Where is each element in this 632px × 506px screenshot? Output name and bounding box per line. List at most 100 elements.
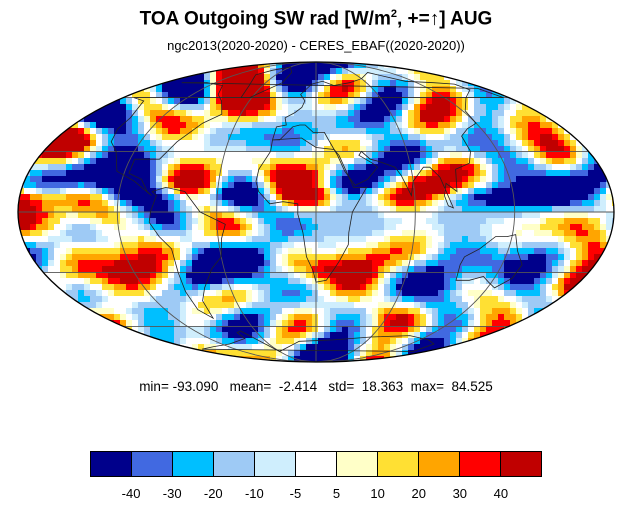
field-cell bbox=[96, 110, 103, 117]
field-cell bbox=[258, 176, 265, 183]
field-cell bbox=[294, 290, 301, 297]
field-cell bbox=[72, 260, 79, 267]
field-cell bbox=[234, 104, 241, 111]
field-cell bbox=[102, 182, 109, 189]
field-cell bbox=[456, 230, 463, 237]
field-cell bbox=[90, 176, 97, 183]
field-cell bbox=[378, 290, 385, 297]
field-cell bbox=[438, 314, 445, 321]
field-cell bbox=[450, 134, 457, 141]
field-cell bbox=[432, 242, 439, 249]
field-cell bbox=[126, 230, 133, 237]
field-cell bbox=[330, 284, 337, 291]
field-cell bbox=[24, 272, 31, 279]
field-cell bbox=[588, 356, 595, 362]
field-cell bbox=[192, 242, 199, 249]
field-cell bbox=[324, 122, 331, 129]
field-cell bbox=[282, 308, 289, 315]
field-cell bbox=[492, 188, 499, 195]
field-cell bbox=[354, 194, 361, 201]
field-cell bbox=[444, 320, 451, 327]
field-cell bbox=[426, 218, 433, 225]
field-cell bbox=[438, 332, 445, 339]
field-cell bbox=[78, 74, 85, 81]
field-cell bbox=[246, 242, 253, 249]
field-cell bbox=[510, 62, 517, 69]
field-cell bbox=[552, 176, 559, 183]
field-cell bbox=[210, 164, 217, 171]
field-cell bbox=[84, 266, 91, 273]
field-cell bbox=[78, 110, 85, 117]
field-cell bbox=[480, 254, 487, 261]
field-cell bbox=[156, 218, 163, 225]
field-cell bbox=[486, 236, 493, 243]
field-cell bbox=[384, 182, 391, 189]
field-cell bbox=[108, 344, 115, 351]
field-cell bbox=[162, 200, 169, 207]
field-cell bbox=[492, 68, 499, 75]
field-cell bbox=[186, 80, 193, 87]
field-cell bbox=[54, 314, 61, 321]
field-cell bbox=[288, 308, 295, 315]
field-cell bbox=[324, 182, 331, 189]
field-cell bbox=[108, 308, 115, 315]
field-cell bbox=[36, 272, 43, 279]
field-cell bbox=[90, 284, 97, 291]
field-cell bbox=[396, 164, 403, 171]
field-cell bbox=[312, 116, 319, 123]
field-cell bbox=[348, 332, 355, 339]
field-cell bbox=[420, 152, 427, 159]
field-cell bbox=[108, 350, 115, 357]
field-cell bbox=[24, 110, 31, 117]
field-cell bbox=[612, 80, 614, 87]
field-cell bbox=[60, 152, 67, 159]
field-cell bbox=[318, 128, 325, 135]
field-cell bbox=[24, 254, 31, 261]
field-cell bbox=[594, 116, 601, 123]
field-cell bbox=[606, 152, 613, 159]
field-cell bbox=[204, 242, 211, 249]
field-cell bbox=[576, 140, 583, 147]
field-cell bbox=[270, 194, 277, 201]
field-cell bbox=[450, 194, 457, 201]
field-cell bbox=[42, 62, 49, 69]
field-cell bbox=[312, 266, 319, 273]
field-cell bbox=[228, 122, 235, 129]
field-cell bbox=[156, 350, 163, 357]
field-cell bbox=[576, 128, 583, 135]
field-cell bbox=[546, 104, 553, 111]
field-cell bbox=[474, 320, 481, 327]
field-cell bbox=[258, 266, 265, 273]
field-cell bbox=[84, 116, 91, 123]
field-cell bbox=[312, 98, 319, 105]
field-cell bbox=[348, 86, 355, 93]
field-cell bbox=[540, 140, 547, 147]
field-cell bbox=[144, 296, 151, 303]
field-cell bbox=[258, 104, 265, 111]
field-cell bbox=[408, 308, 415, 315]
field-cell bbox=[264, 116, 271, 123]
field-cell bbox=[396, 344, 403, 351]
field-cell bbox=[486, 242, 493, 249]
field-cell bbox=[594, 320, 601, 327]
field-cell bbox=[240, 194, 247, 201]
field-cell bbox=[54, 206, 61, 213]
field-cell bbox=[120, 80, 127, 87]
field-cell bbox=[288, 326, 295, 333]
field-cell bbox=[180, 308, 187, 315]
field-cell bbox=[360, 194, 367, 201]
field-cell bbox=[468, 164, 475, 171]
field-cell bbox=[318, 356, 325, 362]
field-cell bbox=[288, 350, 295, 357]
field-cell bbox=[444, 260, 451, 267]
field-cell bbox=[114, 122, 121, 129]
field-cell bbox=[36, 212, 43, 219]
field-cell bbox=[96, 134, 103, 141]
field-cell bbox=[270, 128, 277, 135]
field-cell bbox=[258, 62, 265, 69]
field-cell bbox=[504, 104, 511, 111]
field-cell bbox=[462, 182, 469, 189]
field-cell bbox=[504, 98, 511, 105]
field-cell bbox=[144, 320, 151, 327]
field-cell bbox=[54, 266, 61, 273]
